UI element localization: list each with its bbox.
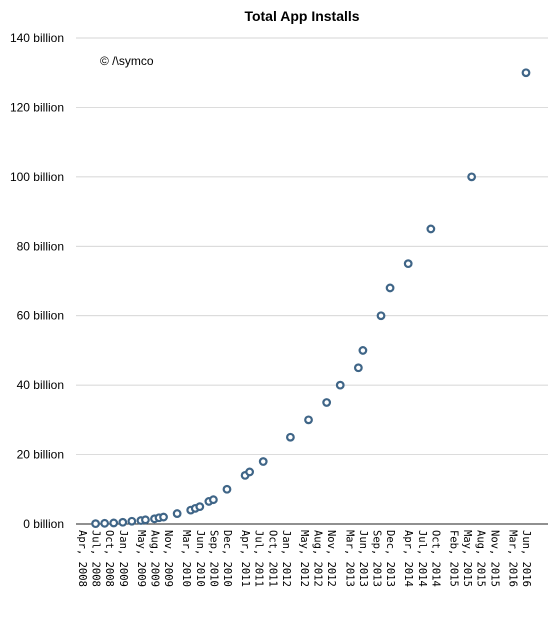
data-point <box>159 512 168 522</box>
x-tick-label: Mar, 2016 <box>506 530 518 587</box>
y-tick-label: 140 billion <box>10 31 64 45</box>
data-point <box>222 484 232 494</box>
gridlines <box>76 37 548 455</box>
y-tick-label: 0 billion <box>23 517 64 531</box>
x-tick-label: Sep, 2010 <box>207 530 219 587</box>
x-tick-label: Aug, 2012 <box>312 530 324 587</box>
y-tick-label: 80 billion <box>17 239 64 253</box>
data-point <box>304 415 313 425</box>
x-tick-label: Apr, 2008 <box>76 530 88 587</box>
data-point <box>521 68 531 78</box>
x-tick-label: Feb, 2015 <box>448 530 460 587</box>
data-point <box>258 457 268 466</box>
x-tick-label: Sep, 2013 <box>370 530 382 587</box>
x-tick-label: May, 2012 <box>298 530 310 587</box>
y-tick-label: 20 billion <box>17 448 64 462</box>
x-tick-label: Mar, 2013 <box>343 530 355 587</box>
data-point <box>358 346 368 355</box>
x-tick-label: Dec, 2010 <box>221 530 233 587</box>
y-tick-label: 40 billion <box>17 378 64 392</box>
x-tick-label: May, 2015 <box>461 530 473 587</box>
x-tick-label: May, 2009 <box>135 530 147 587</box>
data-point <box>109 518 119 528</box>
x-tick-label: Jan, 2009 <box>117 530 129 587</box>
x-tick-label: Jun, 2016 <box>520 530 532 587</box>
x-tick-label: Apr, 2011 <box>239 530 251 587</box>
x-tick-label: Aug, 2009 <box>148 530 160 587</box>
x-tick-label: Nov, 2012 <box>325 530 337 587</box>
data-point <box>127 516 137 526</box>
y-tick-label: 120 billion <box>10 100 64 114</box>
x-tick-label: Jun, 2010 <box>194 530 206 587</box>
data-point <box>141 515 150 525</box>
data-point <box>286 432 295 442</box>
x-tick-label: Jun, 2013 <box>357 530 369 587</box>
data-point <box>245 467 255 477</box>
data-point <box>467 172 477 182</box>
data-point <box>208 495 218 505</box>
x-tick-label: Oct, 2008 <box>103 530 115 587</box>
x-tick-label: Oct, 2014 <box>429 530 441 587</box>
x-tick-label: Jul, 2008 <box>90 530 102 587</box>
x-tick-label: Mar, 2010 <box>180 530 192 587</box>
x-tick-label: Apr, 2014 <box>402 530 414 587</box>
data-point <box>118 517 128 527</box>
copyright-annotation: © /\symco <box>100 54 154 68</box>
x-tick-label: Jul, 2014 <box>416 530 428 587</box>
data-point <box>376 311 386 321</box>
data-point <box>385 283 395 293</box>
x-tick-label: Jan, 2012 <box>280 530 292 587</box>
x-tick-label: Oct, 2011 <box>266 530 278 587</box>
data-point <box>195 502 205 512</box>
x-tick-label: Aug, 2015 <box>475 530 487 587</box>
data-point <box>426 224 436 234</box>
y-axis-ticks: 0 billion 20 billion 40 billion 60 billion 8… <box>10 31 64 531</box>
y-tick-label: 60 billion <box>17 309 64 323</box>
x-tick-label: Nov, 2009 <box>162 530 174 587</box>
data-point <box>322 398 332 407</box>
x-tick-label: Nov, 2015 <box>488 530 500 587</box>
data-point <box>172 509 182 518</box>
x-axis-ticks: Apr, 2008 Jul, 2008 Oct, 2008 Jan, 2009 May,… <box>76 530 532 587</box>
data-points <box>91 68 531 529</box>
data-point <box>353 363 363 373</box>
data-point <box>403 259 413 269</box>
x-tick-label: Jul, 2011 <box>253 530 265 587</box>
data-point <box>91 519 100 529</box>
y-tick-label: 100 billion <box>10 170 64 184</box>
data-point <box>100 518 110 528</box>
chart-title: Total App Installs <box>244 8 359 24</box>
data-point <box>335 380 345 390</box>
x-tick-label: Dec, 2013 <box>384 530 396 587</box>
